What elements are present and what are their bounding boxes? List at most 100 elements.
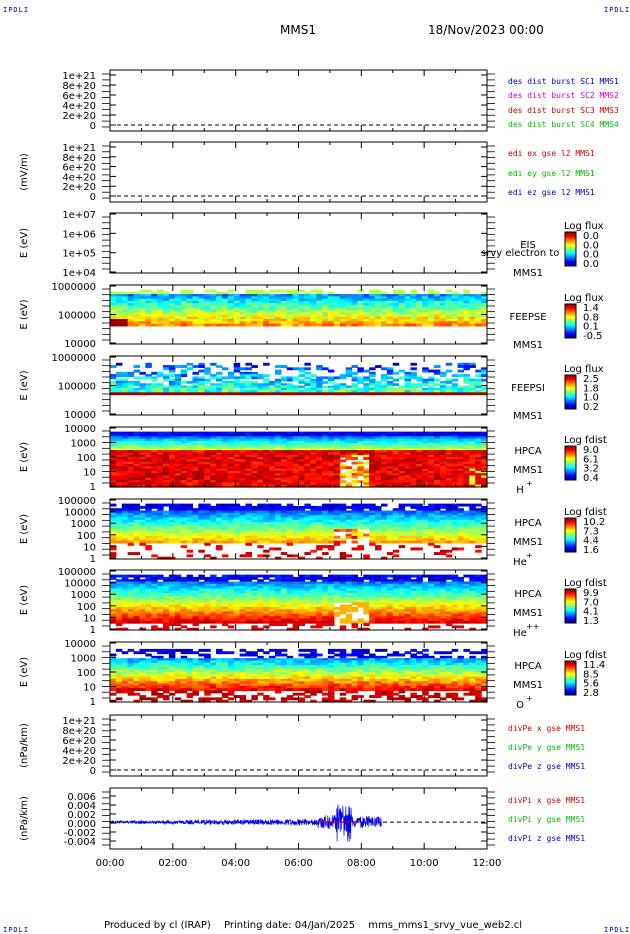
spectrogram-cell <box>327 452 335 456</box>
spectrogram-cell <box>110 576 117 580</box>
spectrogram-cell <box>180 470 188 474</box>
color-scale-title: Log fdist <box>564 507 607 518</box>
spectrogram-cell <box>481 305 488 309</box>
spectrogram-cell <box>333 454 341 458</box>
spectrogram-cell <box>375 463 382 467</box>
spectrogram-cell <box>227 477 235 481</box>
spectrogram-cell <box>310 459 317 463</box>
spectrogram-cell <box>481 387 488 391</box>
spectrogram-cell <box>204 367 211 371</box>
spectrogram-cell <box>380 475 388 479</box>
spectrogram-cell <box>127 438 135 442</box>
spectrogram-cell <box>163 531 170 535</box>
spectrogram-cell <box>251 454 258 458</box>
spectrogram-cell <box>357 305 364 309</box>
spectrogram-cell <box>227 454 235 458</box>
spectrogram-cell <box>422 450 429 453</box>
spectrogram-cell <box>369 392 376 396</box>
spectrogram-cell <box>263 312 270 316</box>
spectrogram-cell <box>286 309 294 313</box>
spectrogram-cell <box>386 314 394 318</box>
spectrogram-cell <box>239 300 247 304</box>
spectrogram-cell <box>180 611 188 615</box>
spectrogram-cell <box>245 510 252 514</box>
spectrogram-cell <box>239 510 247 514</box>
spectrogram-cell <box>163 535 170 539</box>
spectrogram-cell <box>339 376 347 380</box>
spectrogram-cell <box>316 545 323 549</box>
spectrogram-cell <box>121 535 129 539</box>
spectrogram-cell <box>292 303 300 307</box>
spectrogram-cell <box>180 597 188 601</box>
spectrogram-cell <box>463 538 470 542</box>
spectrogram-cell <box>121 436 129 440</box>
spectrogram-cell <box>216 470 223 474</box>
spectrogram-cell <box>481 512 488 516</box>
spectrogram-cell <box>186 463 194 467</box>
spectrogram-cell <box>463 450 470 453</box>
spectrogram-cell <box>263 459 270 463</box>
spectrogram-cell <box>221 433 229 437</box>
spectrogram-cell <box>186 526 194 530</box>
spectrogram-cell <box>139 512 146 516</box>
spectrogram-cell <box>121 450 129 453</box>
spectrogram-cell <box>204 581 211 585</box>
spectrogram-cell <box>286 515 294 519</box>
spectrogram-cell <box>145 305 152 309</box>
spectrogram-cell <box>439 319 447 322</box>
spectrogram-cell <box>245 552 252 555</box>
spectrogram-cell <box>416 459 423 463</box>
spectrogram-cell <box>428 533 435 537</box>
spectrogram-cell <box>216 371 223 375</box>
spectrogram-cell <box>157 443 164 447</box>
spectrogram-cell <box>216 385 223 389</box>
spectrogram-cell <box>227 531 235 535</box>
spectrogram-cell <box>257 390 264 393</box>
spectrogram-cell <box>386 367 394 371</box>
spectrogram-cell <box>168 579 176 583</box>
spectrogram-cell <box>174 512 182 516</box>
spectrogram-cell <box>233 526 241 530</box>
y-tick-label: 8e+20 <box>62 81 96 92</box>
spectrogram-cell <box>257 298 264 302</box>
spectrogram-cell <box>198 473 205 477</box>
spectrogram-cell <box>333 524 341 528</box>
spectrogram-cell <box>168 452 176 456</box>
spectrogram-cell <box>198 319 205 322</box>
spectrogram-cell <box>239 454 247 458</box>
spectrogram-cell <box>439 540 447 544</box>
spectrogram-cell <box>410 438 417 442</box>
spectrogram-cell <box>174 519 182 523</box>
spectrogram-cell <box>327 445 335 449</box>
spectrogram-cell <box>380 433 388 437</box>
spectrogram-cell <box>339 517 347 521</box>
spectrogram-cell <box>304 519 311 523</box>
spectrogram-cell <box>386 312 394 316</box>
spectrogram-cell <box>263 447 270 451</box>
spectrogram-cell <box>469 538 476 542</box>
spectrogram-cell <box>145 392 152 396</box>
spectrogram-cell <box>139 436 146 440</box>
spectrogram-cell <box>198 522 205 525</box>
spectrogram-cell <box>327 480 335 483</box>
spectrogram-cell <box>386 459 394 463</box>
spectrogram-cell <box>151 625 158 629</box>
spectrogram-cell <box>168 609 176 613</box>
spectrogram-cell <box>386 392 394 396</box>
spectrogram-cell <box>180 305 188 309</box>
spectrogram-cell <box>457 307 465 311</box>
spectrogram-cell <box>121 533 129 537</box>
spectrogram-cell <box>163 294 170 297</box>
spectrogram-cell <box>127 609 135 613</box>
spectrogram-cell <box>198 482 205 486</box>
spectrogram-cell <box>257 436 264 440</box>
spectrogram-cell <box>210 517 217 521</box>
spectrogram-cell <box>127 390 135 393</box>
spectrogram-cell <box>386 445 394 449</box>
corner-tag-top-right: IPDLI <box>604 6 630 14</box>
spectrogram-cell <box>292 294 300 297</box>
spectrogram-cell <box>127 515 135 519</box>
spectrogram-cell <box>392 319 400 322</box>
spectrogram-cell <box>404 323 412 327</box>
spectrogram-cell <box>186 515 194 519</box>
